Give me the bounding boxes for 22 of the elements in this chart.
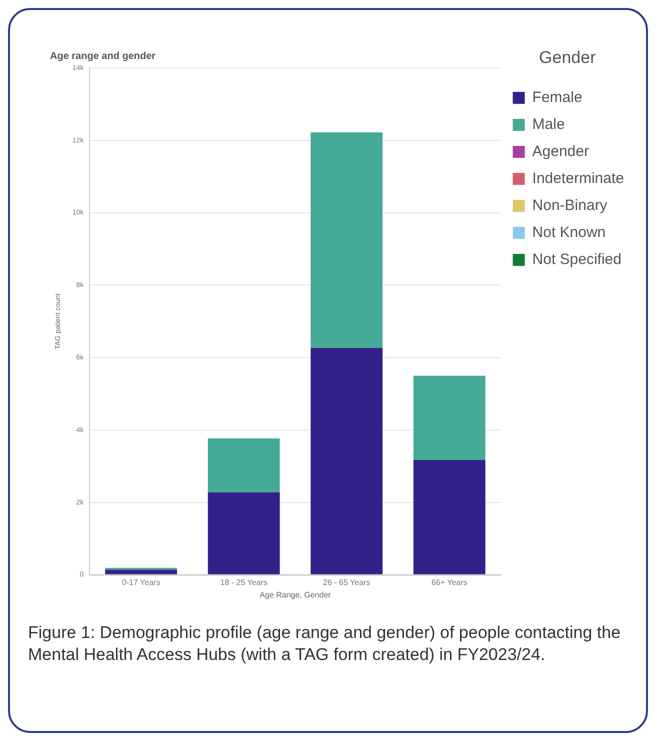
legend-label: Agender bbox=[532, 143, 589, 160]
x-tick-label: 66+ Years bbox=[431, 578, 468, 587]
bar bbox=[105, 570, 178, 574]
legend-label: Not Specified bbox=[532, 251, 622, 268]
x-axis-title: Age Range, Gender bbox=[260, 590, 332, 600]
bar bbox=[208, 492, 280, 574]
legend-label: Female bbox=[532, 89, 582, 106]
caption: Figure 1: Demographic profile (age range and gender) of people contacting the Mental Health Access Hubs (with a TAG form created) in FY2023/24. bbox=[28, 622, 622, 666]
bar bbox=[413, 460, 486, 574]
chart-title: Age range and gender bbox=[50, 50, 156, 62]
legend-label: Indeterminate bbox=[532, 170, 624, 188]
bar bbox=[413, 376, 486, 460]
legend-label: Not Known bbox=[532, 224, 606, 242]
bar bbox=[310, 132, 383, 348]
x-tick-label: 18 - 25 Years bbox=[220, 578, 268, 587]
legend-label: Male bbox=[532, 116, 565, 134]
legend-title: Gender bbox=[539, 48, 596, 68]
x-tick-label: 0-17 Years bbox=[122, 578, 160, 587]
x-tick-label: 26 - 65 Years bbox=[323, 578, 370, 587]
legend-label: Non-Binary bbox=[532, 197, 608, 214]
bar bbox=[310, 348, 383, 574]
bar bbox=[208, 438, 280, 492]
